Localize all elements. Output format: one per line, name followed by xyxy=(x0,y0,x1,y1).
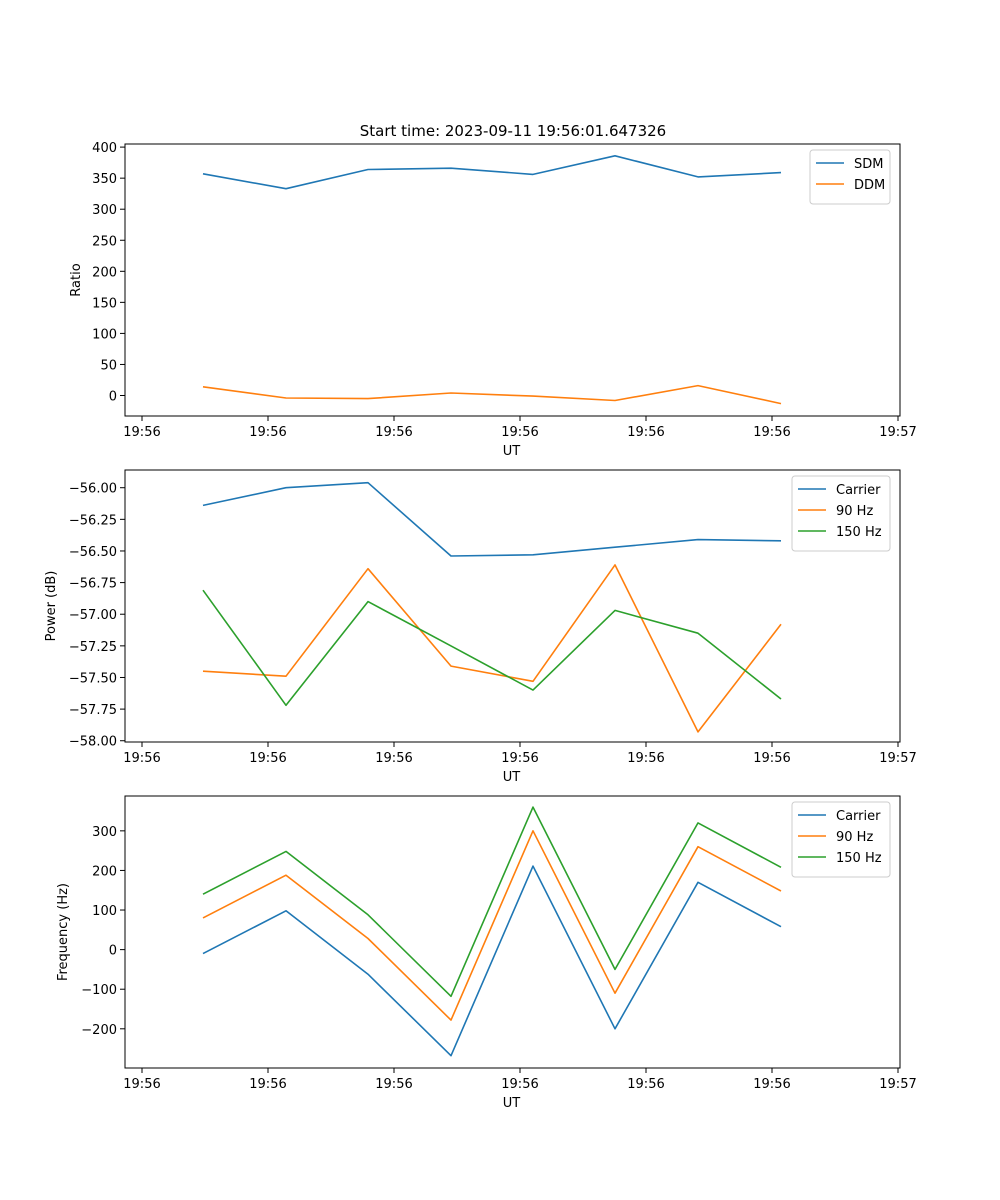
legend-label: 90 Hz xyxy=(836,504,873,519)
x-tick-label: 19:56 xyxy=(249,751,286,766)
y-axis-label: Frequency (Hz) xyxy=(56,883,71,981)
x-tick-label: 19:56 xyxy=(501,751,538,766)
series-line-150-hz xyxy=(202,589,782,707)
y-tick-label: 300 xyxy=(92,203,117,218)
series-line-ddm xyxy=(202,384,782,405)
x-axis-label: UT xyxy=(503,444,521,459)
series-line-90-hz xyxy=(202,829,782,1021)
x-tick-label: 19:56 xyxy=(123,751,160,766)
x-tick-label: 19:56 xyxy=(627,751,664,766)
series-line-150-hz xyxy=(202,806,782,998)
legend-box xyxy=(791,801,891,878)
series-line-carrier xyxy=(202,481,782,557)
x-tick-label: 19:56 xyxy=(753,425,790,440)
x-tick-label: 19:56 xyxy=(375,751,412,766)
x-tick-label: 19:56 xyxy=(123,425,160,440)
y-tick-label: −57.75 xyxy=(69,703,117,718)
x-tick-label: 19:56 xyxy=(375,425,412,440)
x-tick-label: 19:56 xyxy=(627,1077,664,1092)
y-tick-label: −56.50 xyxy=(69,545,117,560)
y-tick-label: 300 xyxy=(92,825,117,840)
legend-label: Carrier xyxy=(836,483,881,498)
y-tick-label: 150 xyxy=(92,296,117,311)
series-line-sdm xyxy=(202,155,782,190)
x-tick-label: 19:56 xyxy=(249,1077,286,1092)
legend: Carrier 90 Hz 150 Hz xyxy=(791,475,891,552)
legend-label: 90 Hz xyxy=(836,830,873,845)
y-tick-label: 50 xyxy=(100,358,117,373)
y-tick-label: −57.00 xyxy=(69,608,117,623)
x-tick-label: 19:56 xyxy=(123,1077,160,1092)
y-tick-label: 200 xyxy=(92,864,117,879)
legend-label: DDM xyxy=(854,178,885,193)
x-tick-label: 19:56 xyxy=(249,425,286,440)
y-tick-label: 100 xyxy=(92,327,117,342)
x-axis-label: UT xyxy=(503,770,521,785)
y-axis-label: Ratio xyxy=(69,263,84,296)
legend-label: 150 Hz xyxy=(836,851,882,866)
x-tick-label: 19:57 xyxy=(879,1077,916,1092)
y-tick-label: 350 xyxy=(92,172,117,187)
y-tick-label: 200 xyxy=(92,265,117,280)
y-tick-label: −57.25 xyxy=(69,640,117,655)
series-line-carrier xyxy=(202,865,782,1057)
y-tick-label: 250 xyxy=(92,234,117,249)
y-tick-label: −56.75 xyxy=(69,577,117,592)
figure-title: Start time: 2023-09-11 19:56:01.647326 xyxy=(360,122,666,140)
y-tick-label: −58.00 xyxy=(69,735,117,750)
x-tick-label: 19:56 xyxy=(753,1077,790,1092)
axes-frame xyxy=(124,469,901,743)
axes-frame xyxy=(124,143,901,417)
chart-panel-2: 19:56 19:56 19:56 19:56 19:56 19:56 19:57 UT −58… xyxy=(44,469,917,785)
charts: 19:56 19:56 19:56 19:56 19:56 19:56 19:57 UT 0 50… xyxy=(44,141,917,1111)
x-tick-label: 19:56 xyxy=(501,425,538,440)
y-tick-label: −200 xyxy=(81,1023,117,1038)
y-tick-label: −56.25 xyxy=(69,513,117,528)
y-tick-label: 400 xyxy=(92,141,117,156)
y-axis-label: Power (dB) xyxy=(44,571,59,642)
axes-frame xyxy=(124,795,901,1069)
legend-label: SDM xyxy=(854,157,883,172)
x-axis-label: UT xyxy=(503,1096,521,1111)
x-tick-label: 19:56 xyxy=(627,425,664,440)
y-tick-label: 100 xyxy=(92,904,117,919)
x-tick-label: 19:57 xyxy=(879,425,916,440)
chart-panel-3: 19:56 19:56 19:56 19:56 19:56 19:56 19:57 UT −20… xyxy=(56,795,917,1111)
x-tick-label: 19:56 xyxy=(501,1077,538,1092)
y-tick-label: 0 xyxy=(109,390,117,405)
y-tick-label: 0 xyxy=(109,944,117,959)
x-tick-label: 19:56 xyxy=(375,1077,412,1092)
y-tick-label: −57.50 xyxy=(69,671,117,686)
x-tick-label: 19:56 xyxy=(753,751,790,766)
y-tick-label: −56.00 xyxy=(69,482,117,497)
x-tick-label: 19:57 xyxy=(879,751,916,766)
chart-panel-1: 19:56 19:56 19:56 19:56 19:56 19:56 19:57 UT 0 50… xyxy=(69,141,917,459)
legend-label: 150 Hz xyxy=(836,525,882,540)
legend: Carrier 90 Hz 150 Hz xyxy=(791,801,891,878)
series-line-90-hz xyxy=(202,564,782,733)
legend-box xyxy=(791,475,891,552)
y-tick-label: −100 xyxy=(81,983,117,998)
legend-label: Carrier xyxy=(836,809,881,824)
legend: SDM DDM xyxy=(809,149,891,205)
